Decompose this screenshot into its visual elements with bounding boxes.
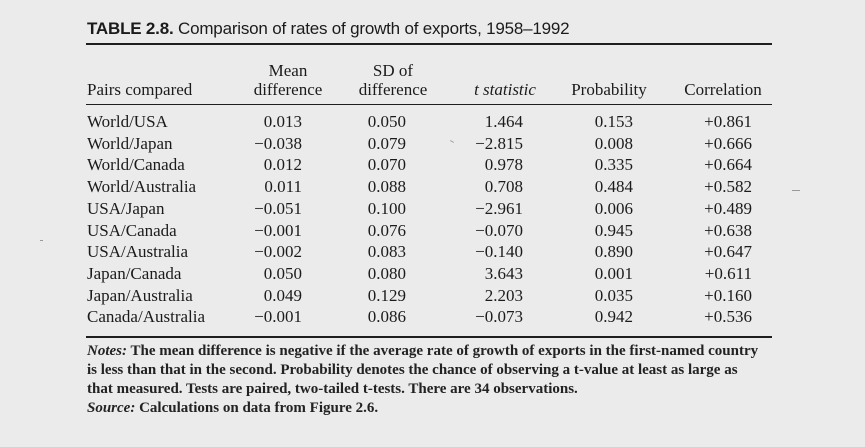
- scan-mark: [450, 140, 454, 143]
- cell-t-statistic: 0.978: [484, 155, 523, 175]
- cell-sd-difference: 0.129: [367, 285, 406, 305]
- cell-pair: World/Canada: [87, 155, 185, 175]
- cell-sd-difference: 0.076: [367, 220, 406, 240]
- header-pairs: Pairs compared: [87, 80, 193, 99]
- cell-sd-difference: 0.083: [367, 242, 406, 262]
- cell-t-statistic: 0.708: [484, 177, 523, 197]
- cell-correlation: +0.582: [704, 177, 752, 197]
- cell-probability: 0.945: [594, 220, 633, 240]
- table-title: TABLE 2.8. Comparison of rates of growth…: [87, 19, 570, 39]
- cell-t-statistic: −0.140: [475, 242, 523, 262]
- cell-correlation: +0.489: [704, 198, 752, 218]
- source-label: Source:: [87, 400, 136, 416]
- cell-probability: 0.001: [594, 263, 633, 283]
- cell-pair: Japan/Canada: [87, 263, 182, 283]
- cell-pair: World/USA: [87, 112, 168, 131]
- cell-correlation: +0.861: [704, 112, 752, 131]
- cell-correlation: +0.611: [704, 263, 752, 283]
- table-label: TABLE 2.8.: [87, 19, 174, 38]
- scan-mark: [792, 190, 800, 191]
- cell-correlation: +0.664: [704, 155, 752, 175]
- cell-t-statistic: −0.073: [475, 307, 523, 327]
- header-rule: [86, 104, 772, 105]
- cell-pair: World/Japan: [87, 133, 173, 153]
- cell-probability: 0.335: [594, 155, 633, 175]
- cell-probability: 0.035: [594, 285, 633, 305]
- header-probability: Probability: [571, 80, 647, 99]
- cell-probability: 0.484: [594, 177, 633, 197]
- cell-t-statistic: 3.643: [484, 263, 523, 283]
- cell-sd-difference: 0.080: [367, 263, 406, 283]
- source-paragraph: Source: Calculations on data from Figure…: [87, 399, 767, 418]
- cell-correlation: +0.638: [704, 220, 752, 240]
- notes-text: The mean difference is negative if the a…: [87, 343, 759, 397]
- cell-mean-difference: −0.051: [254, 198, 302, 218]
- notes-label: Notes:: [87, 343, 127, 359]
- cell-correlation: +0.160: [704, 285, 752, 305]
- cell-probability: 0.890: [594, 242, 633, 262]
- cell-t-statistic: 1.464: [484, 112, 523, 131]
- notes-block: Notes: The mean difference is negative i…: [87, 342, 767, 418]
- cell-mean-difference: 0.013: [263, 112, 302, 131]
- cell-probability: 0.153: [594, 112, 633, 131]
- cell-probability: 0.942: [594, 307, 633, 327]
- cell-mean-difference: −0.001: [254, 220, 302, 240]
- cell-mean-difference: −0.001: [254, 307, 302, 327]
- notes-paragraph: Notes: The mean difference is negative i…: [87, 342, 767, 399]
- cell-pair: USA/Canada: [87, 220, 177, 240]
- cell-sd-difference: 0.088: [367, 177, 406, 197]
- cell-t-statistic: −2.961: [475, 198, 523, 218]
- table-caption: Comparison of rates of growth of exports…: [178, 19, 570, 38]
- cell-pair: Canada/Australia: [87, 307, 206, 327]
- bottom-rule: [86, 336, 772, 338]
- cell-mean-difference: −0.038: [254, 133, 302, 153]
- cell-t-statistic: 2.203: [484, 285, 523, 305]
- header-mean-line1: Mean: [268, 61, 308, 80]
- cell-pair: USA/Japan: [87, 198, 165, 218]
- cell-probability: 0.008: [594, 133, 633, 153]
- cell-sd-difference: 0.079: [367, 133, 406, 153]
- scan-mark: [40, 240, 43, 241]
- cell-sd-difference: 0.086: [367, 307, 406, 327]
- header-sd-line1: SD of: [372, 61, 414, 80]
- cell-correlation: +0.666: [704, 133, 752, 153]
- cell-sd-difference: 0.050: [367, 112, 406, 131]
- header-sd-line2: difference: [358, 80, 428, 99]
- cell-t-statistic: −2.815: [475, 133, 523, 153]
- cell-correlation: +0.647: [704, 242, 752, 262]
- cell-mean-difference: 0.050: [263, 263, 302, 283]
- top-rule: [86, 43, 772, 45]
- source-text: Calculations on data from Figure 2.6.: [139, 400, 379, 416]
- cell-pair: Japan/Australia: [87, 285, 193, 305]
- cell-sd-difference: 0.100: [367, 198, 406, 218]
- cell-mean-difference: 0.049: [263, 285, 302, 305]
- cell-mean-difference: −0.002: [254, 242, 302, 262]
- header-mean-line2: difference: [253, 80, 323, 99]
- header-t-statistic: t statistic: [474, 80, 536, 99]
- cell-sd-difference: 0.070: [367, 155, 406, 175]
- cell-pair: USA/Australia: [87, 242, 189, 262]
- cell-mean-difference: 0.011: [264, 177, 302, 197]
- cell-t-statistic: −0.070: [475, 220, 523, 240]
- header-correlation: Correlation: [684, 80, 762, 99]
- cell-correlation: +0.536: [704, 307, 752, 327]
- cell-probability: 0.006: [594, 198, 633, 218]
- cell-pair: World/Australia: [87, 177, 197, 197]
- cell-mean-difference: 0.012: [263, 155, 302, 175]
